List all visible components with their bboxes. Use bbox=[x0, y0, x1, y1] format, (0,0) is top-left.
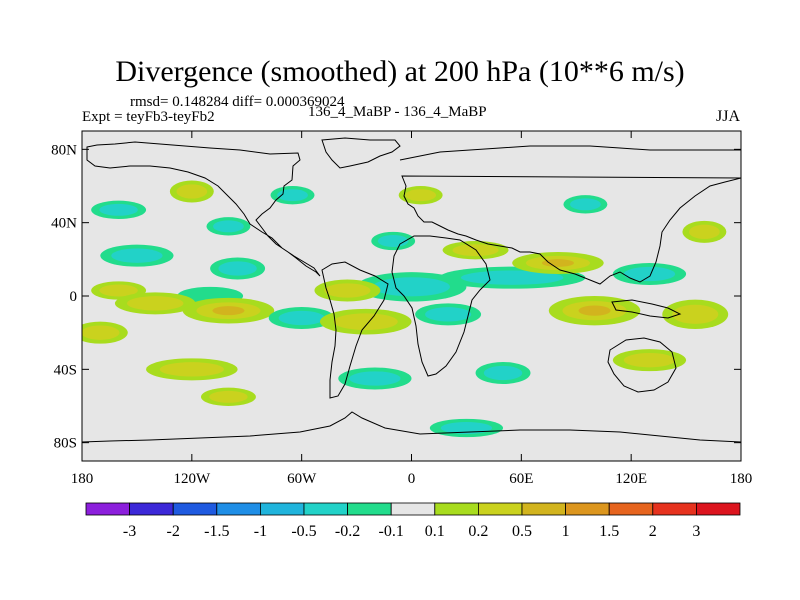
colorbar-box-3 bbox=[216, 502, 261, 516]
colorbar-box-4 bbox=[259, 502, 305, 516]
antarctica-outline bbox=[82, 411, 741, 443]
y-tick-label-1: 40N bbox=[51, 216, 77, 232]
africa-outline bbox=[391, 235, 491, 377]
x-tick-label-1: 120W bbox=[173, 471, 211, 487]
contour-core-21 bbox=[99, 203, 138, 216]
contour-peak-12 bbox=[578, 305, 611, 316]
maritime-continent-outline bbox=[611, 299, 682, 319]
colorbar-label-9: 0.5 bbox=[512, 523, 532, 540]
contour-core-27 bbox=[440, 422, 493, 434]
colorbar-label-10: 1 bbox=[562, 523, 570, 540]
contour-core-30 bbox=[377, 235, 409, 247]
colorbar-box-14 bbox=[696, 502, 741, 516]
y-tick-label-3: 40S bbox=[54, 362, 77, 378]
y-tick-label-0: 80N bbox=[51, 142, 77, 158]
colorbar-label-4: -0.5 bbox=[291, 523, 316, 540]
y-tick-label-2: 0 bbox=[70, 289, 78, 305]
contour-core-14 bbox=[623, 266, 676, 282]
contour-core-22 bbox=[82, 325, 120, 340]
x-tick-label-3: 0 bbox=[408, 471, 416, 487]
chart-title: Divergence (smoothed) at 200 hPa (10**6 … bbox=[115, 55, 685, 88]
colorbar-box-5 bbox=[303, 502, 348, 516]
contour-core-19 bbox=[277, 189, 308, 202]
contour-core-25 bbox=[483, 365, 523, 381]
contour-core-18 bbox=[213, 220, 244, 233]
colorbar-label-1: -2 bbox=[167, 523, 180, 540]
contour-core-13 bbox=[672, 304, 719, 324]
y-tick-label-4: 80S bbox=[54, 436, 77, 452]
case-label: 136_4_MaBP - 136_4_MaBP bbox=[308, 104, 487, 120]
x-tick-label-6: 180 bbox=[730, 471, 753, 487]
colorbar-label-5: -0.2 bbox=[335, 523, 360, 540]
colorbar-box-10 bbox=[521, 502, 566, 516]
contour-peak-15 bbox=[541, 259, 574, 267]
colorbar-box-6 bbox=[347, 502, 392, 516]
contour-core-28 bbox=[209, 390, 248, 403]
greenland-outline bbox=[321, 137, 401, 169]
contour-core-1 bbox=[373, 277, 450, 297]
contour-core-26 bbox=[623, 353, 676, 368]
colorbar-label-11: 1.5 bbox=[599, 523, 619, 540]
colorbar-box-7 bbox=[390, 502, 436, 516]
x-tick-label-5: 120E bbox=[615, 471, 647, 487]
colorbar-label-3: -1 bbox=[254, 523, 267, 540]
contour-core-2 bbox=[324, 283, 371, 298]
contour-peak-8 bbox=[212, 306, 245, 316]
colorbar-box-8 bbox=[434, 502, 479, 516]
contour-core-4 bbox=[111, 248, 163, 263]
colorbar-label-12: 2 bbox=[649, 523, 657, 540]
colorbar-label-8: 0.2 bbox=[468, 523, 488, 540]
south-america-outline bbox=[321, 261, 389, 399]
colorbar-label-13: 3 bbox=[692, 523, 700, 540]
x-tick-label-4: 60E bbox=[509, 471, 533, 487]
contour-core-31 bbox=[405, 189, 437, 202]
colorbar-box-2 bbox=[172, 502, 218, 516]
colorbar-label-0: -3 bbox=[123, 523, 136, 540]
colorbar-box-9 bbox=[477, 502, 523, 516]
colorbar-label-2: -1.5 bbox=[204, 523, 229, 540]
season-label: JJA bbox=[716, 108, 741, 125]
contour-core-11 bbox=[425, 307, 472, 322]
land-outline bbox=[82, 137, 741, 443]
contour-core-9 bbox=[278, 310, 325, 326]
contour-core-10 bbox=[333, 313, 398, 331]
contour-core-3 bbox=[218, 261, 257, 276]
australia-outline bbox=[607, 337, 677, 393]
contour-core-6 bbox=[99, 284, 138, 297]
contour-core-7 bbox=[127, 296, 184, 311]
axes: 180 120W 60W 0 60E 120E 180 80N 40N 0 40S 80S bbox=[51, 131, 752, 487]
colorbar-label-6: -0.1 bbox=[379, 523, 404, 540]
contour-core-17 bbox=[689, 224, 720, 239]
colorbar-box-1 bbox=[129, 502, 174, 516]
colorbar-box-12 bbox=[608, 502, 654, 516]
contour-core-24 bbox=[349, 371, 401, 386]
contour-core-29 bbox=[570, 198, 601, 211]
rmsd-diff-text: rmsd= 0.148284 diff= 0.000369024 bbox=[130, 94, 345, 110]
x-tick-label-2: 60W bbox=[287, 471, 317, 487]
contour-core-20 bbox=[176, 184, 208, 199]
colorbar-box-13 bbox=[652, 502, 697, 516]
colorbar-box-11 bbox=[565, 502, 610, 516]
colorbar-label-7: 0.1 bbox=[425, 523, 445, 540]
north-america-outline bbox=[86, 141, 321, 277]
colorbar: -3 -2 -1.5 -1 -0.5 -0.2 -0.1 0.1 0.2 0.5 1 1.5 2 3 bbox=[85, 502, 741, 540]
contour-core-23 bbox=[159, 362, 224, 377]
x-tick-label-0: 180 bbox=[71, 471, 94, 487]
experiment-label: Expt = teyFb3-teyFb2 bbox=[82, 109, 215, 125]
contour-core-0 bbox=[460, 270, 564, 285]
eurasia-outline bbox=[399, 145, 741, 285]
colorbar-box-0 bbox=[85, 502, 130, 516]
